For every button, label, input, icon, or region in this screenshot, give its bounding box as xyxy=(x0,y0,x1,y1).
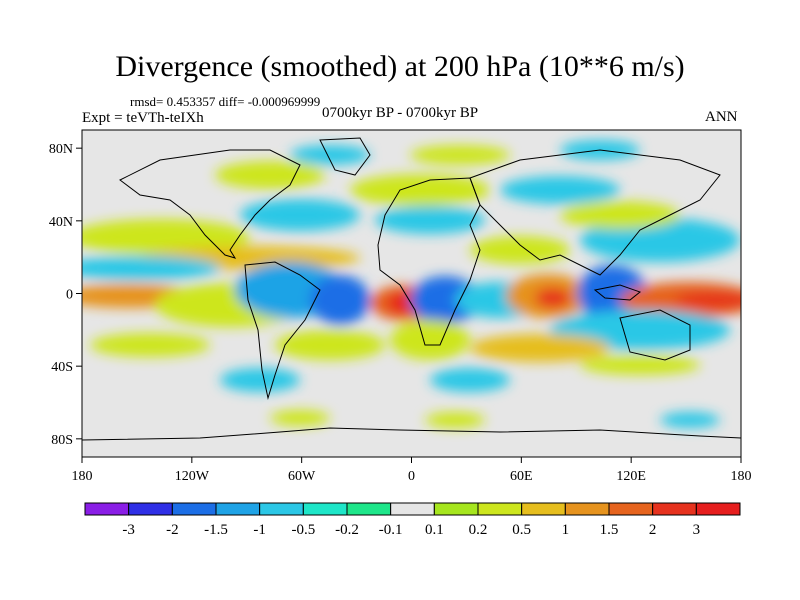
field-blob xyxy=(580,355,700,375)
plot-title: Divergence (smoothed) at 200 hPa (10**6 … xyxy=(115,50,685,83)
colorbar-label: 2 xyxy=(649,522,657,538)
field-blob xyxy=(290,145,370,165)
x-tick-label: 120W xyxy=(175,469,210,484)
australia-coast xyxy=(619,309,691,361)
south-america-coast xyxy=(244,261,321,400)
rmsd-stats: rmsd= 0.453357 diff= -0.000969999 xyxy=(130,94,321,109)
colorbar-swatch xyxy=(302,502,348,516)
colorbar-swatch xyxy=(390,502,435,516)
antarctica-coast xyxy=(82,427,741,441)
x-tick-label: 180 xyxy=(72,469,93,484)
y-tick-label: 80N xyxy=(49,142,73,157)
colorbar-label: 0.2 xyxy=(469,522,488,538)
y-tick-label: 40S xyxy=(51,360,73,375)
africa-europe-coast xyxy=(377,177,481,346)
field-blob xyxy=(270,410,330,426)
asia-coast xyxy=(469,149,721,276)
field-blob xyxy=(220,368,300,392)
field-blob xyxy=(90,333,210,357)
colorbar-label: -2 xyxy=(166,522,179,538)
period-label: 0700kyr BP - 0700kyr BP xyxy=(322,105,479,121)
field-blob xyxy=(310,275,370,325)
x-tick-label: 180 xyxy=(731,469,752,484)
colorbar-label: -1 xyxy=(253,522,266,538)
x-tick-label: 0 xyxy=(408,469,415,484)
experiment-label: Expt = teVTh-teIXh xyxy=(82,110,204,126)
colorbar-swatch xyxy=(608,502,654,516)
field-blob xyxy=(535,288,571,308)
colorbar-label: 0.1 xyxy=(425,522,444,538)
colorbar-swatch xyxy=(477,502,523,516)
colorbar-swatch xyxy=(564,502,610,516)
colorbar-label: -0.5 xyxy=(291,522,315,538)
season-label: ANN xyxy=(705,109,738,125)
colorbar-swatch xyxy=(521,502,566,516)
field-blob xyxy=(82,219,250,255)
field-blob xyxy=(470,334,610,362)
colorbar-label: 3 xyxy=(693,522,701,538)
field-blob xyxy=(410,145,510,165)
field-blob xyxy=(215,161,325,189)
field-blob xyxy=(470,236,570,264)
y-tick-label: 40N xyxy=(49,215,73,230)
colorbar-swatch xyxy=(84,502,130,516)
x-tick-label: 120E xyxy=(616,469,646,484)
y-tick-label: 80S xyxy=(51,433,73,448)
field-blob xyxy=(82,256,220,280)
greenland-coast xyxy=(319,137,371,176)
field-blob xyxy=(410,276,480,324)
maritime-continent-coast xyxy=(593,284,642,301)
y-tick-label: 0 xyxy=(66,288,73,303)
colorbar-swatch xyxy=(128,502,173,516)
field-blob xyxy=(275,330,385,360)
field-blob xyxy=(675,292,741,308)
field-blob xyxy=(660,412,720,428)
colorbar-label: -0.1 xyxy=(379,522,403,538)
field-blob xyxy=(500,176,620,204)
colorbar-swatch xyxy=(215,502,261,516)
colorbar-label: 0.5 xyxy=(512,522,531,538)
colorbar-swatch xyxy=(433,502,479,516)
colorbar-label: -3 xyxy=(122,522,135,538)
colorbar-swatch xyxy=(171,502,217,516)
divergence-field xyxy=(82,140,741,428)
colorbar-swatch xyxy=(346,502,392,516)
field-blob xyxy=(425,412,485,428)
colorbar-label: -1.5 xyxy=(204,522,228,538)
field-blob xyxy=(375,206,485,234)
field-blob xyxy=(350,174,490,206)
field-blob xyxy=(390,320,470,360)
colorbar-label: 1.5 xyxy=(600,522,619,538)
field-blob xyxy=(430,368,510,392)
colorbar-swatch xyxy=(652,502,697,516)
colorbar-label: 1 xyxy=(562,522,570,538)
field-blob xyxy=(240,199,360,231)
x-tick-label: 60E xyxy=(510,469,533,484)
colorbar-swatch xyxy=(695,502,741,516)
colorbar: -3 -2 -1.5 -1 -0.5 -0.2 -0.1 0.1 0.2 0.5 1 1.5 2 3 xyxy=(84,502,741,538)
colorbar-swatch xyxy=(259,502,304,516)
north-america-coast xyxy=(119,149,301,259)
coastlines xyxy=(82,137,741,441)
x-tick-label: 60W xyxy=(288,469,316,484)
colorbar-label: -0.2 xyxy=(335,522,359,538)
field-blob xyxy=(560,201,680,229)
